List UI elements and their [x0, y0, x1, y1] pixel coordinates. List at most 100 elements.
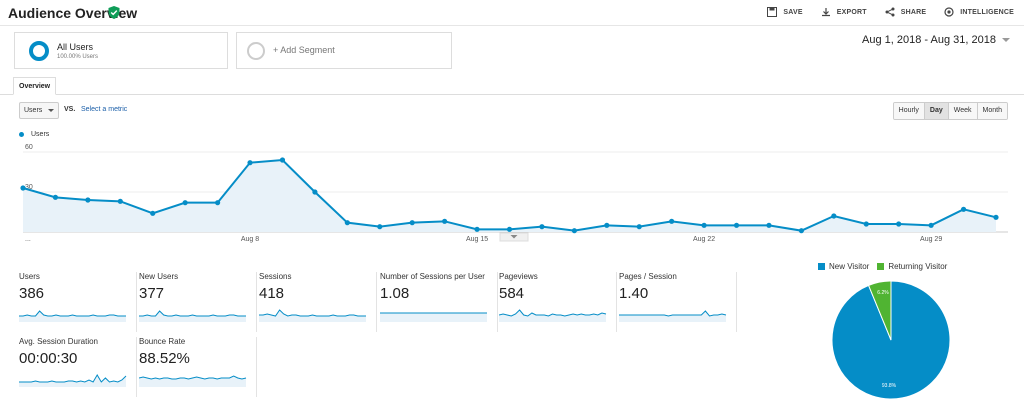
chevron-down-icon: [1002, 38, 1010, 42]
scorecard[interactable]: Avg. Session Duration 00:00:30: [19, 337, 137, 397]
users-data-point[interactable]: [150, 210, 156, 216]
users-data-point[interactable]: [896, 221, 902, 227]
export-label: EXPORT: [836, 8, 867, 16]
users-data-point[interactable]: [279, 157, 286, 163]
users-data-point[interactable]: [701, 222, 707, 228]
sparkline-line: [619, 310, 727, 317]
users-data-point[interactable]: [20, 185, 26, 191]
sparkline-line: [259, 309, 366, 317]
add-segment-label: + Add Segment: [273, 45, 335, 55]
users-data-point[interactable]: [215, 200, 221, 206]
scorecard[interactable]: New Users 377: [139, 272, 257, 332]
granularity-day-button[interactable]: Day: [923, 103, 948, 119]
users-data-point[interactable]: [344, 220, 350, 226]
scorecard-label: Number of Sessions per User: [380, 272, 485, 281]
share-button[interactable]: SHARE: [885, 7, 927, 17]
sparkline-fill: [19, 311, 126, 322]
add-segment-button[interactable]: + Add Segment: [236, 32, 452, 69]
share-icon: [885, 7, 895, 17]
sparkline-fill: [499, 310, 606, 322]
legend-new-visitor[interactable]: New Visitor: [818, 262, 869, 271]
legend-swatch-icon: [818, 263, 825, 270]
scorecard[interactable]: Number of Sessions per User 1.08: [380, 272, 498, 332]
users-data-point[interactable]: [733, 222, 740, 228]
users-data-point[interactable]: [604, 222, 610, 228]
segment-ring-icon: [29, 41, 49, 61]
scorecard[interactable]: Sessions 418: [259, 272, 377, 332]
users-data-point[interactable]: [409, 220, 415, 226]
users-data-point[interactable]: [928, 222, 934, 228]
pie-slice-returning-visitor[interactable]: [867, 280, 892, 341]
page-title: Audience Overview: [8, 5, 138, 21]
users-data-point[interactable]: [993, 214, 999, 220]
intelligence-icon: [944, 7, 954, 17]
scorecard-label: Pages / Session: [619, 272, 677, 281]
users-data-point[interactable]: [312, 189, 318, 195]
save-button[interactable]: SAVE: [767, 7, 803, 17]
scorecard[interactable]: Users 386: [19, 272, 137, 332]
legend-series-name: Users: [31, 131, 50, 138]
users-data-point[interactable]: [960, 206, 967, 212]
users-data-point[interactable]: [831, 213, 837, 219]
y-tick-label: 30: [25, 184, 33, 191]
chart-legend: Users: [19, 131, 49, 138]
visitor-pie-chart: 93.8% 6.2%: [831, 280, 951, 400]
pie-label-returning-visitor: 6.2%: [877, 290, 889, 296]
legend-returning-visitor-label: Returning Visitor: [888, 262, 948, 271]
users-data-point[interactable]: [863, 221, 869, 227]
scorecard-value: 1.08: [380, 285, 410, 302]
granularity-month-button[interactable]: Month: [976, 103, 1007, 119]
scorecard-label: Pageviews: [499, 272, 538, 281]
scorecard-sparkline: [259, 309, 366, 322]
scorecard[interactable]: Pages / Session 1.40: [619, 272, 737, 332]
x-tick-label: Aug 15: [466, 236, 488, 243]
x-tick-label: Aug 29: [920, 236, 942, 243]
share-label: SHARE: [900, 8, 927, 16]
intelligence-button[interactable]: INTELLIGENCE: [944, 7, 1014, 17]
users-data-point[interactable]: [766, 222, 772, 228]
users-data-point[interactable]: [85, 197, 91, 203]
legend-dot-icon: [19, 132, 24, 137]
scorecard-label: New Users: [139, 272, 179, 281]
users-data-point[interactable]: [539, 224, 545, 230]
users-data-point[interactable]: [52, 194, 59, 200]
scorecard-sparkline: [19, 310, 126, 322]
users-data-point[interactable]: [117, 198, 123, 204]
scorecard-label: Avg. Session Duration: [19, 337, 99, 346]
users-data-point[interactable]: [798, 228, 805, 234]
page-header: Audience Overview SAVE EXPORT SHARE INTE…: [0, 0, 1024, 26]
legend-returning-visitor[interactable]: Returning Visitor: [877, 262, 947, 271]
users-data-point[interactable]: [377, 224, 383, 230]
users-data-point[interactable]: [442, 218, 448, 224]
users-area-fill: [23, 160, 996, 232]
pie-label-new-visitor: 93.8%: [882, 383, 897, 389]
sparkline-line: [19, 310, 126, 317]
legend-new-visitor-label: New Visitor: [829, 262, 870, 271]
metric-select-value: Users: [24, 107, 43, 114]
granularity-hourly-button[interactable]: Hourly: [893, 103, 924, 119]
scorecard-value: 418: [259, 285, 285, 302]
users-data-point[interactable]: [571, 228, 577, 234]
granularity-toggle: Hourly Day Week Month: [892, 102, 1008, 120]
scorecard-label: Users: [19, 272, 40, 281]
export-button[interactable]: EXPORT: [821, 7, 867, 17]
users-data-point[interactable]: [669, 218, 675, 224]
scorecard[interactable]: Pageviews 584: [499, 272, 617, 332]
date-range-picker[interactable]: Aug 1, 2018 - Aug 31, 2018: [862, 34, 1010, 46]
users-data-point[interactable]: [506, 226, 513, 232]
scorecard-value: 584: [499, 285, 525, 302]
segment-percent: 100.00% Users: [57, 54, 99, 60]
granularity-week-button[interactable]: Week: [947, 103, 977, 119]
users-data-point[interactable]: [636, 224, 642, 230]
segment-all-users[interactable]: All Users 100.00% Users: [14, 32, 228, 69]
users-line-chart: 60 30... Aug 8 Aug 15 Aug 22 Aug 29: [20, 144, 1008, 243]
users-data-point[interactable]: [182, 200, 188, 206]
users-data-point[interactable]: [474, 226, 480, 232]
select-metric-link[interactable]: Select a metric: [81, 106, 128, 113]
users-data-point[interactable]: [247, 160, 253, 166]
sparkline-line: [139, 375, 247, 380]
metric-select[interactable]: Users: [19, 102, 59, 119]
scorecard-sparkline: [19, 374, 127, 387]
tab-overview[interactable]: Overview: [13, 77, 57, 95]
scorecard[interactable]: Bounce Rate 88.52%: [139, 337, 257, 397]
